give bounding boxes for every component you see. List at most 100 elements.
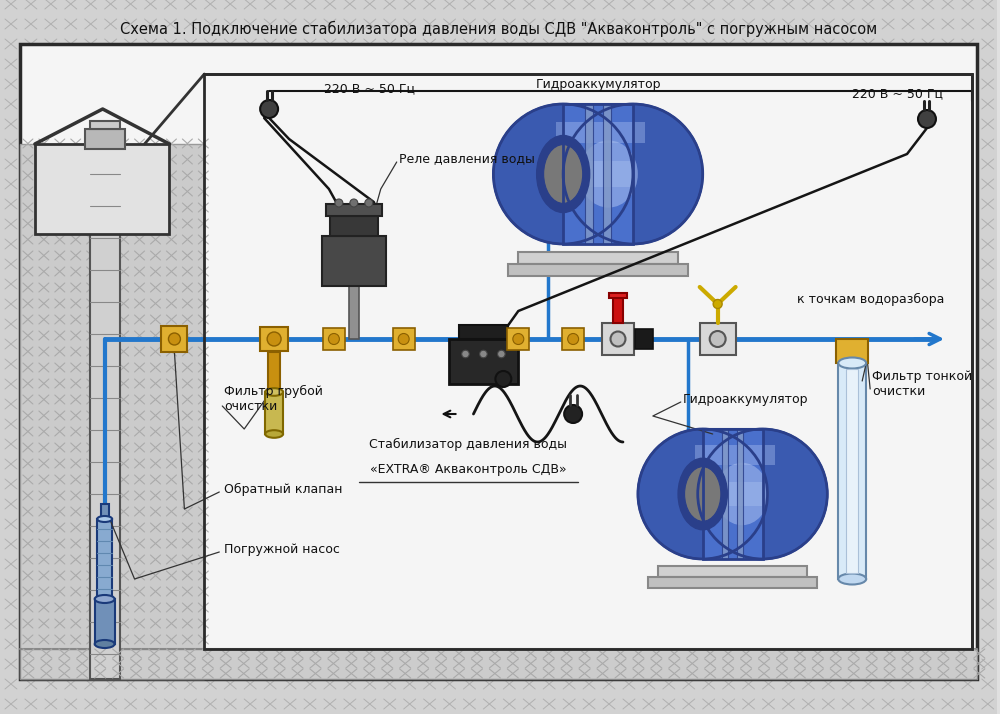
Ellipse shape: [537, 136, 590, 213]
Ellipse shape: [579, 141, 638, 208]
Ellipse shape: [638, 429, 767, 559]
Ellipse shape: [544, 145, 583, 203]
Bar: [507, 328, 529, 350]
Text: Фильтр тонкой
очистки: Фильтр тонкой очистки: [872, 370, 972, 398]
Ellipse shape: [95, 595, 115, 603]
Bar: [563, 104, 633, 244]
Bar: [609, 293, 627, 298]
Ellipse shape: [265, 388, 283, 396]
Circle shape: [335, 199, 343, 207]
Bar: [323, 328, 345, 350]
Bar: [737, 429, 743, 559]
Bar: [459, 325, 508, 339]
Bar: [563, 169, 633, 180]
Circle shape: [168, 333, 180, 345]
Bar: [703, 489, 763, 499]
Bar: [563, 104, 633, 244]
Bar: [585, 104, 593, 244]
Bar: [703, 482, 763, 506]
Bar: [722, 429, 728, 559]
Bar: [326, 204, 382, 216]
Text: Гидроаккумулятор: Гидроаккумулятор: [683, 393, 808, 406]
Ellipse shape: [685, 467, 721, 521]
Ellipse shape: [838, 358, 866, 368]
Bar: [658, 566, 807, 577]
Bar: [260, 327, 288, 351]
Ellipse shape: [838, 573, 866, 585]
Circle shape: [713, 299, 722, 308]
Text: Погружной насос: Погружной насос: [224, 543, 340, 555]
Bar: [703, 429, 763, 559]
Circle shape: [462, 350, 469, 358]
Text: к точкам водоразбора: к точкам водоразбора: [797, 293, 945, 306]
Bar: [20, 144, 204, 679]
Bar: [695, 446, 775, 465]
Bar: [563, 161, 633, 186]
Circle shape: [480, 350, 487, 358]
Circle shape: [495, 371, 511, 387]
Bar: [20, 44, 977, 679]
Text: «EXTRA® Акваконтроль СДВ»: «EXTRA® Акваконтроль СДВ»: [370, 463, 567, 476]
Bar: [90, 149, 120, 679]
Bar: [35, 144, 169, 234]
Circle shape: [564, 405, 582, 423]
Bar: [265, 392, 283, 434]
Bar: [97, 519, 112, 599]
Bar: [846, 369, 858, 573]
Circle shape: [328, 333, 339, 344]
Circle shape: [498, 350, 505, 358]
Circle shape: [918, 110, 936, 128]
Bar: [101, 504, 109, 519]
Bar: [90, 121, 120, 129]
Circle shape: [350, 199, 358, 207]
Bar: [268, 352, 280, 394]
Bar: [562, 328, 584, 350]
Bar: [700, 323, 736, 355]
Bar: [703, 429, 763, 559]
Ellipse shape: [563, 104, 703, 244]
Circle shape: [710, 331, 726, 347]
Bar: [603, 104, 611, 244]
Bar: [20, 649, 977, 679]
Circle shape: [568, 333, 579, 344]
Bar: [349, 286, 359, 339]
Bar: [393, 328, 415, 350]
Ellipse shape: [678, 458, 727, 530]
Text: Стабилизатор давления воды: Стабилизатор давления воды: [369, 438, 567, 451]
Circle shape: [611, 331, 625, 346]
Ellipse shape: [716, 463, 769, 526]
Text: Обратный клапан: Обратный клапан: [224, 483, 343, 496]
Bar: [602, 323, 634, 355]
Bar: [836, 339, 868, 363]
Ellipse shape: [97, 516, 112, 522]
Bar: [449, 339, 518, 384]
Circle shape: [513, 333, 524, 344]
Circle shape: [267, 332, 281, 346]
Bar: [518, 252, 678, 264]
Bar: [613, 298, 623, 323]
Circle shape: [398, 333, 409, 344]
Bar: [161, 326, 187, 352]
Ellipse shape: [95, 640, 115, 648]
Text: Гидроаккумулятор: Гидроаккумулятор: [535, 78, 661, 91]
Circle shape: [260, 100, 278, 118]
Ellipse shape: [493, 104, 633, 244]
Bar: [322, 236, 386, 286]
Ellipse shape: [698, 429, 827, 559]
Bar: [635, 329, 653, 349]
Text: Фильтр грубой
очистки: Фильтр грубой очистки: [224, 385, 323, 413]
Bar: [330, 216, 378, 236]
Text: 220 В ~ 50 Гц: 220 В ~ 50 Гц: [852, 88, 943, 101]
Ellipse shape: [265, 431, 283, 438]
Bar: [95, 599, 115, 644]
Bar: [648, 577, 817, 588]
Bar: [508, 264, 688, 276]
Bar: [204, 74, 972, 649]
Bar: [556, 121, 645, 143]
Bar: [563, 104, 633, 244]
Text: Реле давления воды: Реле давления воды: [399, 153, 535, 166]
Bar: [838, 363, 866, 579]
Bar: [703, 429, 763, 559]
Text: Схема 1. Подключение стабилизатора давления воды СДВ "Акваконтроль" с погружным : Схема 1. Подключение стабилизатора давле…: [120, 21, 877, 37]
Circle shape: [365, 199, 373, 207]
